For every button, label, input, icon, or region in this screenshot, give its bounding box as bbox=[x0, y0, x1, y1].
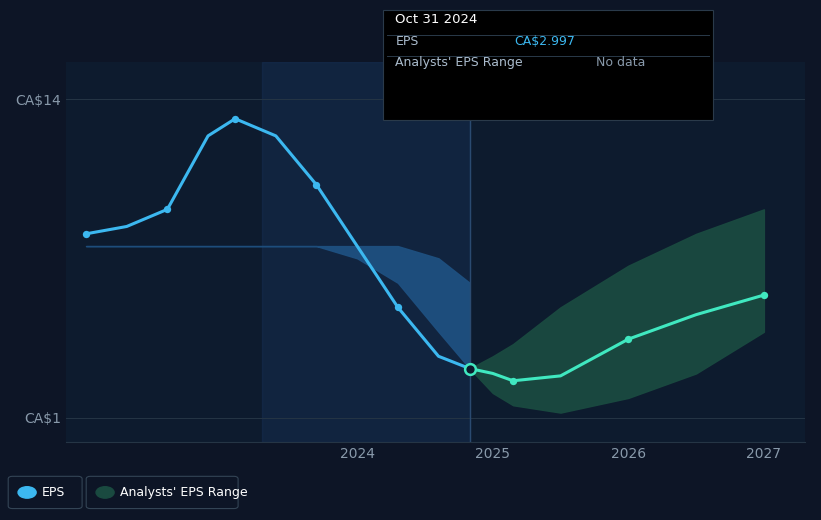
Point bbox=[757, 291, 770, 299]
Text: EPS: EPS bbox=[42, 486, 65, 499]
Point bbox=[228, 114, 241, 123]
Text: No data: No data bbox=[597, 56, 646, 69]
Text: Actual: Actual bbox=[424, 79, 463, 92]
Point bbox=[310, 180, 323, 189]
Text: Analysts Forecasts: Analysts Forecasts bbox=[476, 79, 593, 92]
Point bbox=[463, 365, 476, 373]
Point bbox=[392, 303, 405, 311]
Text: Analysts' EPS Range: Analysts' EPS Range bbox=[120, 486, 247, 499]
Text: CA$2.997: CA$2.997 bbox=[515, 35, 576, 48]
Point bbox=[80, 230, 93, 238]
Bar bbox=[262, 62, 470, 442]
Text: Analysts' EPS Range: Analysts' EPS Range bbox=[396, 56, 523, 69]
Point bbox=[463, 365, 476, 373]
Point bbox=[621, 335, 635, 343]
Point bbox=[161, 205, 174, 214]
Text: Oct 31 2024: Oct 31 2024 bbox=[396, 13, 478, 26]
Point bbox=[507, 376, 520, 385]
Text: EPS: EPS bbox=[396, 35, 419, 48]
